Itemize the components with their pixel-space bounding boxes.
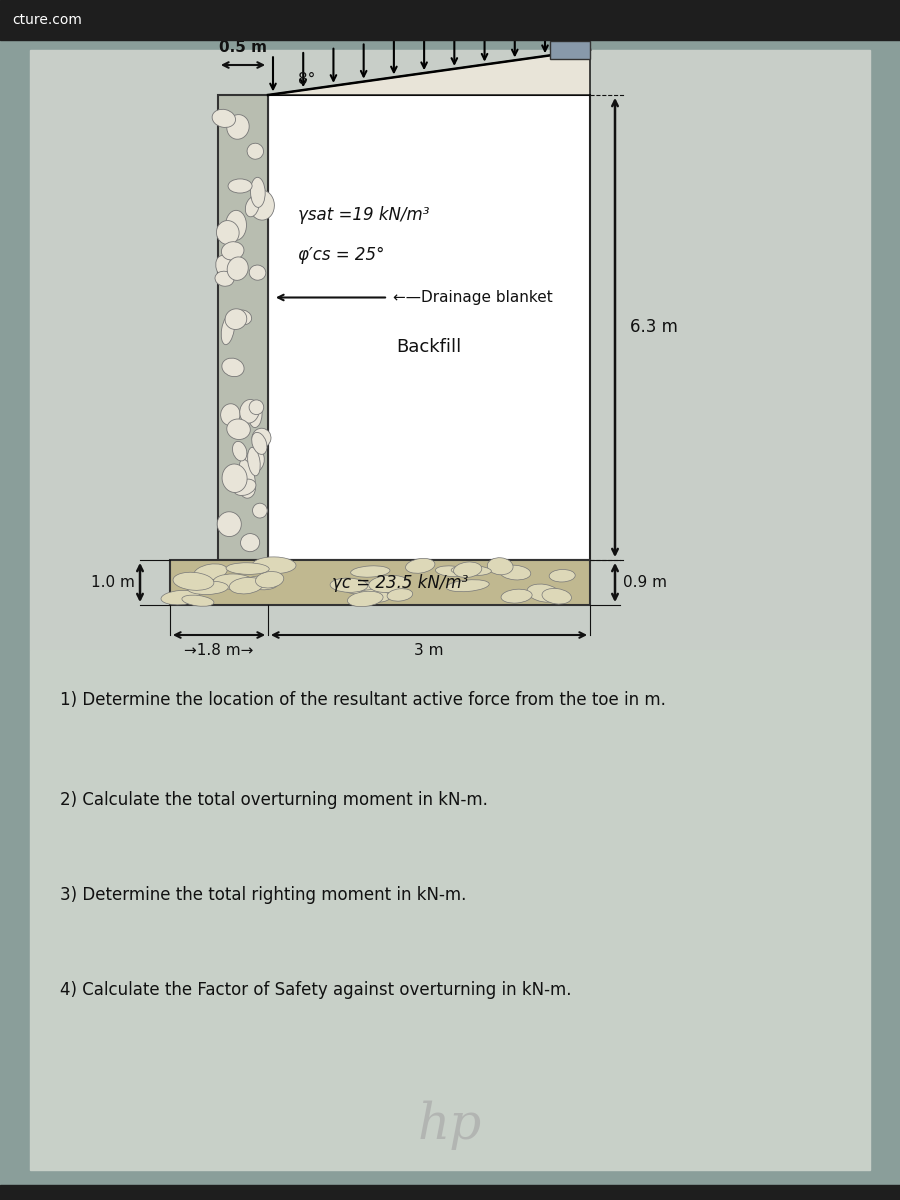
Ellipse shape [382, 576, 409, 588]
Ellipse shape [250, 178, 266, 208]
Text: 3 m: 3 m [414, 643, 444, 658]
Bar [0, 0, 900, 40]
Ellipse shape [217, 511, 241, 536]
Ellipse shape [249, 190, 274, 220]
Text: γc = 23.5 kN/m³: γc = 23.5 kN/m³ [332, 574, 468, 592]
Ellipse shape [226, 210, 247, 240]
Ellipse shape [358, 589, 391, 602]
Ellipse shape [436, 566, 468, 577]
Text: 1) Determine the location of the resultant active force from the toe in m.: 1) Determine the location of the resulta… [60, 691, 666, 709]
Ellipse shape [406, 558, 435, 574]
Ellipse shape [194, 564, 227, 581]
Ellipse shape [252, 432, 267, 455]
Text: 2) Calculate the total overturning moment in kN-m.: 2) Calculate the total overturning momen… [60, 791, 488, 809]
Ellipse shape [347, 592, 383, 607]
Ellipse shape [221, 241, 244, 260]
Ellipse shape [252, 557, 296, 574]
Ellipse shape [161, 590, 200, 605]
Ellipse shape [227, 419, 250, 439]
Ellipse shape [369, 575, 410, 593]
Ellipse shape [246, 576, 278, 589]
Ellipse shape [446, 580, 490, 592]
Ellipse shape [239, 400, 259, 424]
Ellipse shape [182, 595, 214, 606]
Ellipse shape [187, 581, 229, 594]
Ellipse shape [216, 221, 239, 245]
Ellipse shape [500, 565, 531, 580]
Ellipse shape [342, 582, 380, 594]
Bar [218, 95, 268, 560]
Ellipse shape [248, 401, 262, 427]
Bar [268, 95, 590, 560]
Ellipse shape [225, 308, 247, 330]
Ellipse shape [527, 584, 561, 602]
Text: cture.com: cture.com [12, 13, 82, 26]
Ellipse shape [212, 109, 236, 127]
Ellipse shape [222, 464, 248, 492]
Text: ←—Drainage blanket: ←—Drainage blanket [393, 290, 553, 305]
Ellipse shape [248, 448, 260, 475]
Ellipse shape [227, 257, 248, 281]
Ellipse shape [549, 570, 575, 582]
Text: 6.3 m: 6.3 m [630, 318, 678, 336]
Text: Backfill: Backfill [396, 338, 462, 356]
Ellipse shape [246, 197, 259, 217]
Ellipse shape [245, 449, 265, 473]
Ellipse shape [228, 179, 252, 193]
Ellipse shape [239, 460, 256, 488]
Ellipse shape [220, 403, 240, 426]
Ellipse shape [216, 256, 233, 278]
Ellipse shape [454, 562, 482, 577]
Ellipse shape [234, 310, 252, 325]
Text: 0.5 m: 0.5 m [219, 40, 267, 55]
Ellipse shape [213, 574, 253, 589]
Text: 4) Calculate the Factor of Safety against overturning in kN-m.: 4) Calculate the Factor of Safety agains… [60, 982, 572, 998]
Ellipse shape [226, 563, 269, 575]
Ellipse shape [248, 143, 264, 160]
Text: hp: hp [418, 1100, 482, 1150]
Text: →1.8 m→: →1.8 m→ [184, 643, 254, 658]
Bar [30, 650, 870, 1170]
Ellipse shape [387, 589, 413, 601]
Text: 1.0 m: 1.0 m [91, 575, 135, 590]
Ellipse shape [451, 565, 491, 576]
Ellipse shape [222, 358, 244, 377]
Ellipse shape [239, 478, 256, 498]
Ellipse shape [249, 400, 264, 415]
Ellipse shape [330, 578, 368, 593]
Ellipse shape [233, 479, 256, 496]
Ellipse shape [252, 428, 271, 448]
Ellipse shape [173, 572, 214, 590]
Ellipse shape [501, 589, 532, 604]
Text: 8°: 8° [298, 72, 315, 86]
Ellipse shape [542, 588, 572, 604]
Text: γsat =19 kN/m³: γsat =19 kN/m³ [298, 206, 429, 224]
Ellipse shape [487, 558, 513, 575]
Ellipse shape [256, 571, 284, 588]
Ellipse shape [227, 115, 249, 139]
Bar [0, 1186, 900, 1200]
Bar [170, 560, 590, 605]
Bar [30, 50, 870, 650]
Ellipse shape [351, 566, 390, 577]
Ellipse shape [249, 265, 266, 281]
Ellipse shape [232, 442, 247, 461]
Text: 3) Determine the total righting moment in kN-m.: 3) Determine the total righting moment i… [60, 886, 466, 904]
Ellipse shape [230, 577, 263, 594]
Text: φ′cs = 25°: φ′cs = 25° [298, 246, 384, 264]
Bar [550, 41, 590, 59]
Ellipse shape [240, 534, 260, 552]
Polygon shape [268, 49, 590, 95]
Ellipse shape [253, 503, 267, 518]
Text: 0.9 m: 0.9 m [623, 575, 667, 590]
Ellipse shape [221, 314, 235, 344]
Ellipse shape [215, 271, 234, 287]
